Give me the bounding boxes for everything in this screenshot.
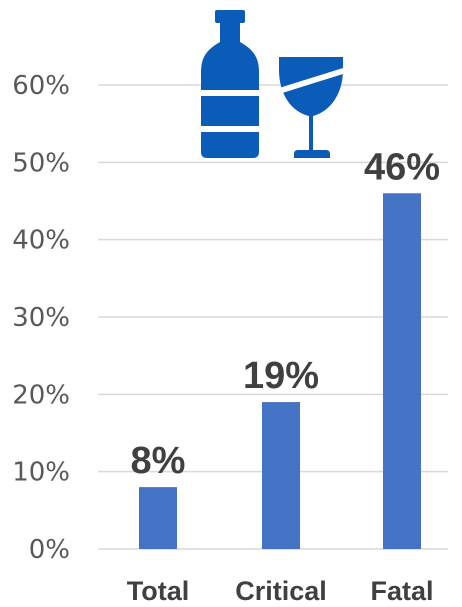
bar-fatal — [383, 193, 421, 549]
bars — [139, 193, 421, 549]
y-tick-label: 60% — [12, 71, 70, 101]
bottle-icon — [201, 10, 259, 158]
data-labels: 8% 19% 46% — [131, 146, 440, 482]
y-tick-label: 0% — [29, 535, 70, 565]
y-tick-label: 30% — [12, 303, 70, 333]
data-label-fatal: 46% — [364, 146, 440, 188]
y-tick-label: 40% — [12, 226, 70, 256]
bar-critical — [262, 402, 300, 549]
gridlines — [98, 84, 448, 550]
category-label-fatal: Fatal — [370, 576, 433, 606]
data-label-critical: 19% — [243, 355, 319, 397]
bar-total — [139, 487, 177, 549]
category-label-critical: Critical — [235, 576, 327, 606]
y-tick-label: 20% — [12, 380, 70, 410]
category-label-total: Total — [127, 576, 190, 606]
y-tick-label: 50% — [12, 148, 70, 178]
wine-glass-icon — [279, 57, 343, 158]
y-axis-ticks: 0% 10% 20% 30% 40% 50% 60% — [12, 71, 70, 565]
x-axis-categories: Total Critical Fatal — [127, 576, 434, 606]
data-label-total: 8% — [131, 440, 186, 482]
y-tick-label: 10% — [12, 458, 70, 488]
